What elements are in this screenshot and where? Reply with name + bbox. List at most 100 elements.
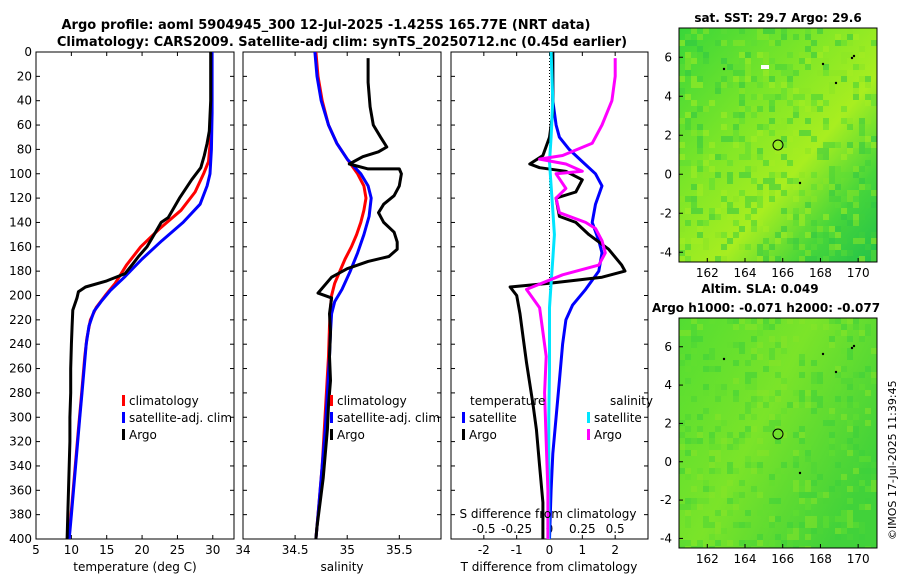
heatmap-cell (769, 82, 775, 88)
heatmap-cell (805, 226, 811, 232)
heatmap-cell (847, 450, 853, 456)
heatmap-cell (805, 456, 811, 462)
heatmap-cell (751, 94, 757, 100)
heatmap-cell (793, 336, 799, 342)
heatmap-cell (691, 82, 697, 88)
heatmap-cell (823, 522, 829, 528)
heatmap-cell (691, 172, 697, 178)
heatmap-cell (853, 172, 859, 178)
heatmap-cell (715, 154, 721, 160)
heatmap-cell (781, 336, 787, 342)
heatmap-cell (775, 396, 781, 402)
heatmap-cell (745, 28, 751, 34)
heatmap-cell (823, 396, 829, 402)
heatmap-cell (811, 324, 817, 330)
heatmap-cell (847, 348, 853, 354)
heatmap-cell (847, 498, 853, 504)
map-y-tick-label: 6 (664, 340, 672, 354)
heatmap-cell (859, 504, 865, 510)
heatmap-cell (757, 124, 763, 130)
heatmap-cell (739, 190, 745, 196)
heatmap-cell (721, 154, 727, 160)
heatmap-cell (871, 486, 877, 492)
map-x-tick-label: 164 (734, 266, 757, 280)
heatmap-cell (847, 148, 853, 154)
heatmap-cell (835, 528, 841, 534)
legend-blue-swatch (122, 412, 125, 423)
heatmap-cell (679, 160, 685, 166)
heatmap-cell (751, 462, 757, 468)
heatmap-cell (733, 492, 739, 498)
heatmap-cell (835, 516, 841, 522)
heatmap-cell (823, 324, 829, 330)
heatmap-cell (745, 372, 751, 378)
heatmap-cell (751, 178, 757, 184)
heatmap-cell (703, 190, 709, 196)
heatmap-cell (751, 414, 757, 420)
heatmap-cell (733, 136, 739, 142)
depth-tick-label: 360 (9, 483, 32, 497)
sla-map-panel: Altim. SLA: 0.049 Argo h1000: -0.071 h20… (652, 282, 880, 566)
heatmap-cell (709, 142, 715, 148)
legend-black-label: Argo (129, 428, 157, 442)
sla-heatmap-cells (679, 318, 877, 548)
heatmap-cell (685, 40, 691, 46)
heatmap-cell (829, 112, 835, 118)
heatmap-cell (859, 166, 865, 172)
heatmap-cell (805, 88, 811, 94)
heatmap-cell (793, 244, 799, 250)
x-tick-label: -1 (511, 543, 523, 557)
heatmap-cell (769, 420, 775, 426)
heatmap-cell (865, 100, 871, 106)
heatmap-cell (697, 106, 703, 112)
legend-salinity-title: salinity (610, 394, 653, 408)
heatmap-cell (775, 64, 781, 70)
heatmap-cell (733, 396, 739, 402)
heatmap-cell (745, 70, 751, 76)
depth-tick-label: 380 (9, 508, 32, 522)
heatmap-cell (853, 94, 859, 100)
heatmap-cell (721, 28, 727, 34)
heatmap-cell (805, 130, 811, 136)
heatmap-cell (727, 480, 733, 486)
heatmap-cell (859, 214, 865, 220)
heatmap-cell (769, 480, 775, 486)
sla-map-title-line2: Argo h1000: -0.071 h2000: -0.077 (652, 301, 880, 315)
heatmap-cell (793, 106, 799, 112)
heatmap-cell (841, 70, 847, 76)
heatmap-cell (679, 504, 685, 510)
heatmap-cell (733, 40, 739, 46)
heatmap-cell (703, 516, 709, 522)
heatmap-cell (787, 82, 793, 88)
heatmap-cell (685, 94, 691, 100)
heatmap-cell (799, 172, 805, 178)
heatmap-cell (865, 160, 871, 166)
legend-s-satellite-label: satellite (594, 411, 642, 425)
heatmap-cell (799, 190, 805, 196)
heatmap-cell (805, 208, 811, 214)
heatmap-cell (691, 438, 697, 444)
heatmap-cell (691, 202, 697, 208)
heatmap-cell (781, 348, 787, 354)
heatmap-cell (853, 166, 859, 172)
heatmap-cell (829, 244, 835, 250)
map-y-tick-label: -2 (660, 206, 672, 220)
heatmap-cell (721, 384, 727, 390)
heatmap-cell (769, 510, 775, 516)
heatmap-cell (715, 540, 721, 546)
heatmap-cell (805, 480, 811, 486)
heatmap-cell (847, 318, 853, 324)
heatmap-cell (871, 94, 877, 100)
heatmap-cell (871, 136, 877, 142)
heatmap-cell (817, 154, 823, 160)
heatmap-cell (805, 504, 811, 510)
heatmap-cell (853, 196, 859, 202)
heatmap-cell (769, 354, 775, 360)
map-x-tick-label: 166 (771, 552, 794, 566)
heatmap-cell (763, 450, 769, 456)
depth-tick-label: 160 (9, 240, 32, 254)
heatmap-cell (679, 250, 685, 256)
heatmap-cell (805, 390, 811, 396)
heatmap-cell (805, 522, 811, 528)
heatmap-cell (685, 244, 691, 250)
